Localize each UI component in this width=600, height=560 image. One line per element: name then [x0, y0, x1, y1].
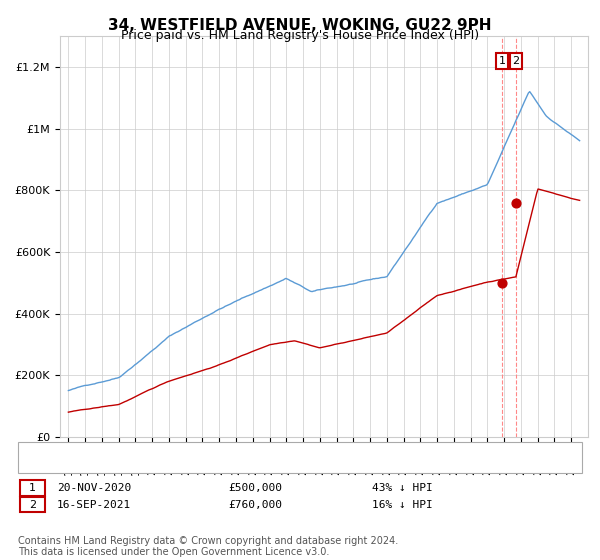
- Text: 43% ↓ HPI: 43% ↓ HPI: [372, 483, 433, 493]
- Text: 16% ↓ HPI: 16% ↓ HPI: [372, 500, 433, 510]
- Text: £500,000: £500,000: [228, 483, 282, 493]
- Text: ——: ——: [33, 462, 58, 475]
- Text: 1: 1: [29, 483, 36, 493]
- Text: ——: ——: [33, 451, 58, 465]
- Text: 2: 2: [512, 56, 520, 66]
- Text: 1: 1: [499, 56, 506, 66]
- Text: 16-SEP-2021: 16-SEP-2021: [57, 500, 131, 510]
- Point: [497, 278, 507, 287]
- Text: £760,000: £760,000: [228, 500, 282, 510]
- Text: Contains HM Land Registry data © Crown copyright and database right 2024.
This d: Contains HM Land Registry data © Crown c…: [18, 535, 398, 557]
- Text: 20-NOV-2020: 20-NOV-2020: [57, 483, 131, 493]
- Text: HPI: Average price, detached house, Woking: HPI: Average price, detached house, Woki…: [57, 464, 304, 474]
- Point: [511, 198, 521, 207]
- Text: 34, WESTFIELD AVENUE, WOKING, GU22 9PH (detached house): 34, WESTFIELD AVENUE, WOKING, GU22 9PH (…: [57, 453, 410, 463]
- Text: Price paid vs. HM Land Registry's House Price Index (HPI): Price paid vs. HM Land Registry's House …: [121, 29, 479, 42]
- Text: 2: 2: [29, 500, 36, 510]
- Text: 34, WESTFIELD AVENUE, WOKING, GU22 9PH: 34, WESTFIELD AVENUE, WOKING, GU22 9PH: [108, 18, 492, 33]
